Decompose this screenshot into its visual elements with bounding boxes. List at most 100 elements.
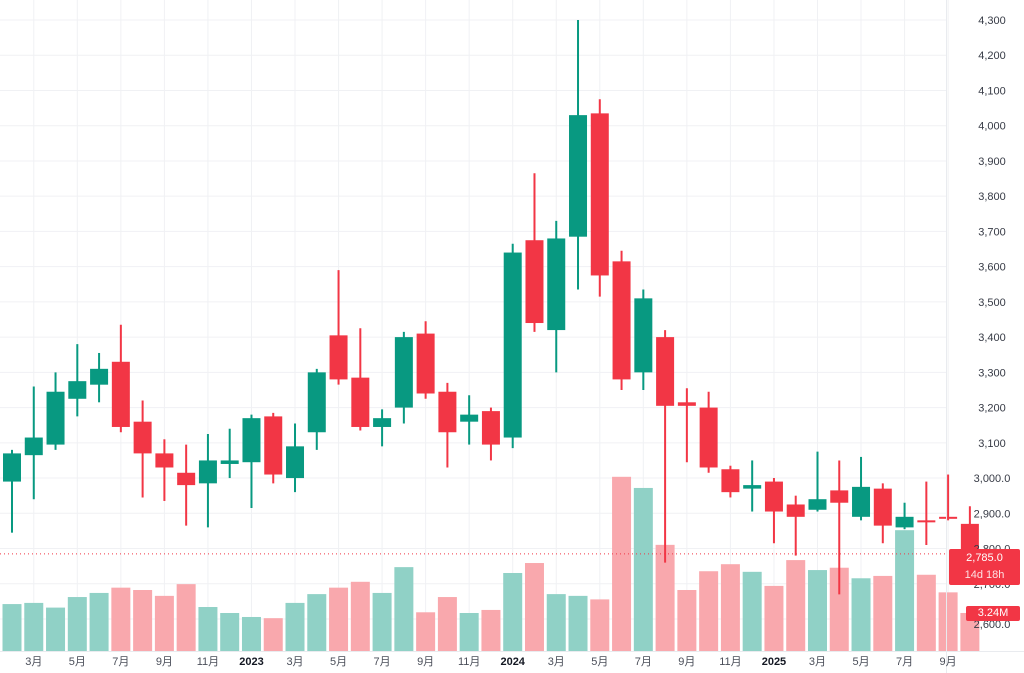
volume-bar (503, 572, 523, 651)
candle (590, 99, 609, 297)
candle-body (177, 472, 196, 486)
candle-body (264, 416, 283, 475)
y-axis-tick-label: 3,700 (978, 226, 1006, 238)
volume-bar (720, 564, 740, 651)
x-axis-tick-label: 5月 (330, 656, 347, 668)
volume-histogram (2, 476, 980, 651)
x-axis-tick-label: 5月 (852, 656, 869, 668)
candle (24, 386, 43, 500)
candle (242, 414, 261, 509)
volume-bar (938, 592, 958, 651)
volume-bar (198, 607, 218, 651)
candle (133, 400, 152, 498)
x-axis-tick-label: 7月 (374, 656, 391, 668)
volume-bar (394, 567, 414, 651)
candle (286, 423, 305, 493)
candle (177, 444, 196, 526)
volume-bar (220, 612, 240, 651)
candle (438, 382, 457, 468)
candle (264, 412, 283, 484)
volume-bar (481, 609, 501, 651)
volume-bar (764, 585, 784, 651)
x-axis-tick-label: 3月 (809, 656, 826, 668)
y-axis-tick-label: 3,200 (978, 403, 1006, 415)
candle-body (242, 418, 261, 463)
x-axis-tick-label: 5月 (591, 656, 608, 668)
candle-body (111, 361, 130, 427)
x-axis-tick-label: 2023 (239, 656, 263, 668)
candle-body (612, 261, 631, 380)
volume-bar (46, 607, 66, 651)
volume-bar (590, 599, 610, 651)
volume-bar (67, 597, 87, 651)
candle (525, 173, 544, 332)
y-axis-tick-label: 3,600 (978, 262, 1006, 274)
candle (416, 321, 435, 399)
y-axis-tick-label: 4,000 (978, 121, 1006, 133)
candle-body (198, 460, 217, 484)
volume-bar (829, 567, 849, 651)
candle (569, 20, 588, 290)
candle-body (481, 411, 500, 445)
x-axis-tick-label: 7月 (112, 656, 129, 668)
volume-bar (960, 612, 980, 651)
volume-bar (372, 592, 392, 651)
candle-body (220, 460, 239, 464)
candle-body (547, 238, 566, 331)
candle (3, 449, 21, 533)
candle-body (764, 481, 783, 512)
candle-body (394, 337, 413, 408)
volume-bar (154, 595, 174, 651)
volume-bar (133, 590, 153, 651)
candle-body (960, 523, 979, 554)
volume-bar (285, 602, 305, 651)
candle-body (852, 486, 871, 517)
candle-body (895, 516, 914, 528)
y-axis-tick-label: 2,900.0 (974, 508, 1011, 520)
volume-bar (612, 476, 632, 651)
candle (917, 481, 936, 546)
x-axis-tick-label: 2024 (500, 656, 525, 668)
candle-body (677, 402, 696, 406)
candle-body (286, 446, 305, 479)
candle (547, 220, 566, 373)
x-axis-tick-label: 9月 (417, 656, 434, 668)
volume-bar (807, 570, 827, 651)
candle (155, 439, 174, 501)
candle-body (786, 504, 805, 517)
volume-bar (655, 544, 675, 651)
volume-bar (307, 594, 327, 651)
bar-countdown: 14d 18h (964, 569, 1005, 581)
candle (373, 409, 392, 447)
x-axis-tick-label: 9月 (156, 656, 173, 668)
candle (68, 344, 87, 417)
x-axis-tick-label: 11月 (719, 656, 741, 668)
volume-bar (24, 602, 44, 651)
volume-bar (329, 587, 349, 651)
candle (90, 352, 109, 403)
x-axis-tick-label: 11月 (197, 656, 219, 668)
candle-body (46, 391, 65, 445)
current-price-badge: 2,785.0 14d 18h (949, 549, 1020, 585)
candle-body (743, 485, 762, 489)
current-volume-badge: 3.24M (966, 606, 1020, 621)
time-scale[interactable]: 3月 5月 7月 9月 11月 2023 3月 5月 7月 9月 11月 2024 3月 5月 7月 9月 11… (25, 656, 956, 668)
candle-body (329, 335, 348, 380)
candle-body (656, 337, 675, 406)
volume-bar (2, 604, 22, 651)
candle-body (68, 381, 87, 399)
volume-bar (524, 563, 544, 651)
candle (895, 502, 914, 530)
y-axis-tick-label: 2,600.0 (974, 619, 1011, 631)
x-axis-tick-label: 3月 (548, 656, 565, 668)
price-scale[interactable]: 4,300 4,200 4,100 4,000 3,900 3,800 3,700 3,600… (974, 15, 1011, 631)
candle-body (460, 414, 479, 422)
volume-bar (786, 560, 806, 651)
volume-bar (742, 571, 762, 651)
candle-body (503, 252, 522, 438)
candle (481, 407, 500, 461)
x-axis-tick-label: 5月 (69, 656, 86, 668)
